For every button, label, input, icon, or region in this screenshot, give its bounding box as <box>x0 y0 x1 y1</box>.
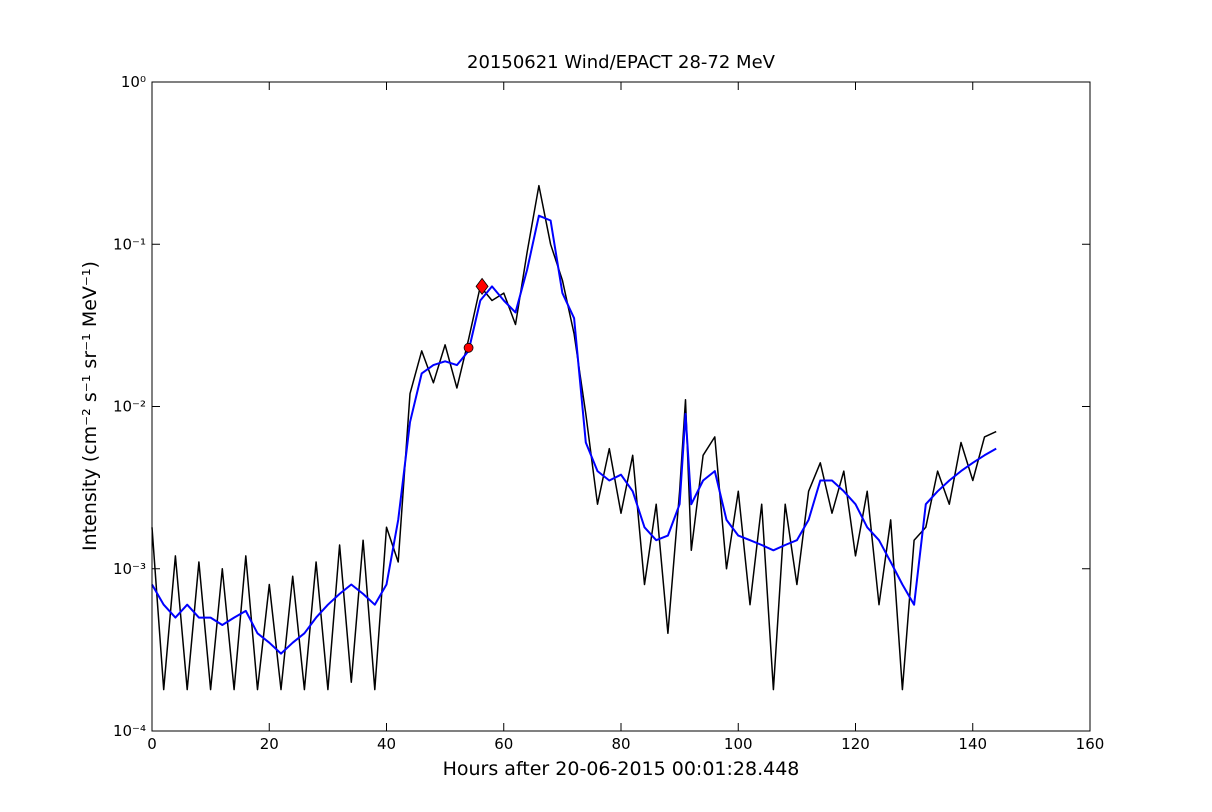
x-axis-label: Hours after 20-06-2015 00:01:28.448 <box>443 758 800 780</box>
y-tick-label: 10⁻³ <box>113 560 146 578</box>
y-tick-label: 10⁻⁴ <box>113 722 146 740</box>
x-tick-label: 40 <box>377 735 396 753</box>
marker <box>463 342 474 353</box>
x-tick-label: 80 <box>611 735 630 753</box>
x-tick-label: 60 <box>494 735 513 753</box>
x-tick-label: 140 <box>958 735 987 753</box>
y-tick-label: 10⁰ <box>121 73 146 91</box>
x-tick-label: 120 <box>841 735 870 753</box>
marker <box>475 277 489 296</box>
x-tick-label: 20 <box>260 735 279 753</box>
x-tick-label: 0 <box>147 735 157 753</box>
x-tick-label: 100 <box>724 735 753 753</box>
data-line <box>151 214 997 655</box>
y-tick-label: 10⁻² <box>113 398 146 416</box>
chart-title: 20150621 Wind/EPACT 28-72 MeV <box>467 52 776 73</box>
plot-frame <box>151 81 1091 732</box>
x-tick-label: 160 <box>1076 735 1105 753</box>
y-axis-label: Intensity (cm⁻² s⁻¹ sr⁻¹ MeV⁻¹) <box>79 261 101 551</box>
y-tick-label: 10⁻¹ <box>113 235 146 253</box>
data-line <box>151 184 997 691</box>
